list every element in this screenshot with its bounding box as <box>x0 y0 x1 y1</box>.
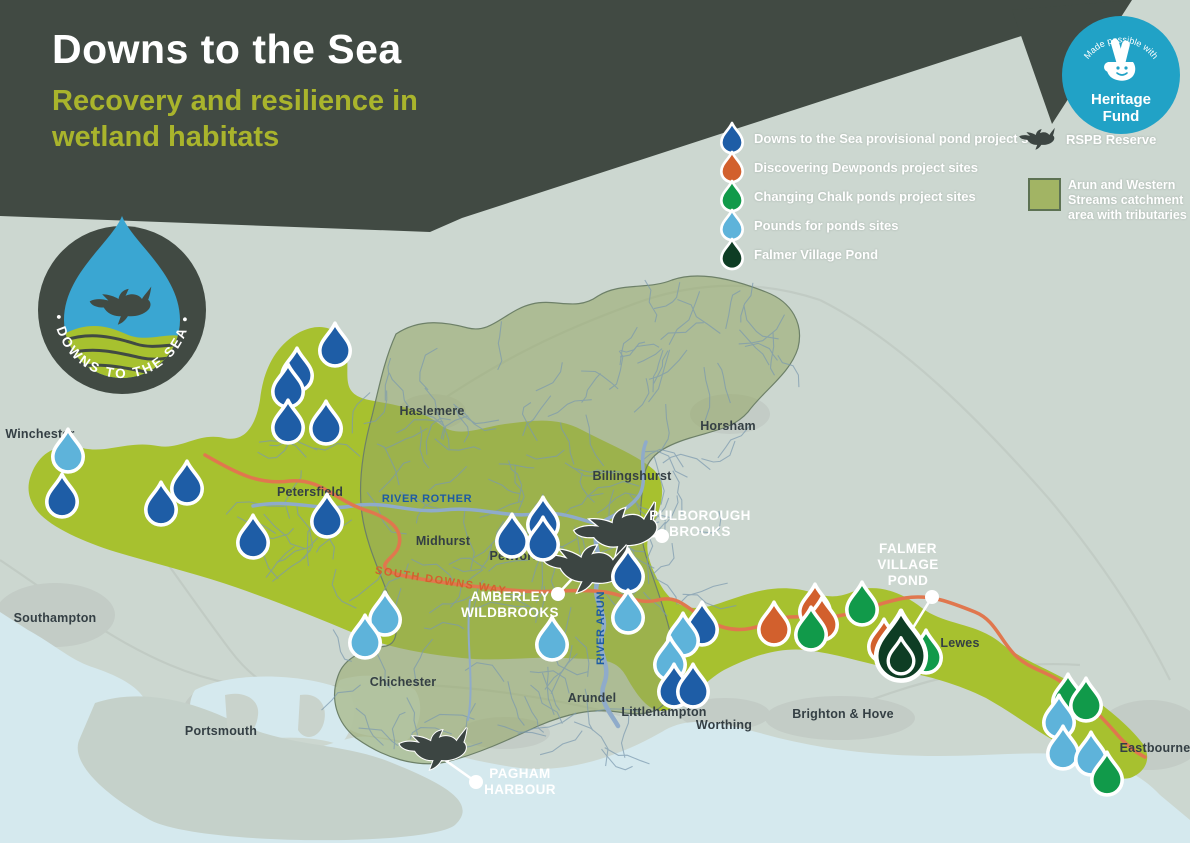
legend-label-falmer: Falmer Village Pond <box>754 247 879 262</box>
legend-label-provisional: Downs to the Sea provisional pond projec… <box>754 131 1051 146</box>
rspb-bird-icon <box>1019 127 1055 150</box>
pond-marker-provisional <box>169 459 205 506</box>
place-label: Littlehampton <box>621 705 707 719</box>
rspb-legend-label: RSPB Reserve <box>1066 131 1157 147</box>
pond-marker-provisional <box>44 472 80 519</box>
place-label: Chichester <box>369 675 437 689</box>
legend-label-dewponds: Discovering Dewponds project sites <box>754 160 978 175</box>
place-label: Eastbourne <box>1119 741 1190 755</box>
heritage-fund-logo: Made possible with Heritage Fund <box>1062 16 1180 134</box>
page-subtitle: Recovery and resilience in wetland habit… <box>52 85 418 154</box>
rspb-bird-marker <box>398 726 468 771</box>
legend-label-pounds: Pounds for ponds sites <box>754 218 899 233</box>
isle-of-wight <box>77 693 463 841</box>
site-label-amberley: AMBERLEY WILDBROOKS <box>461 589 559 620</box>
falmer-drop-icon <box>720 237 744 270</box>
legend-item-dewponds: Discovering Dewponds project sites <box>718 150 1051 183</box>
legend-label-chalk: Changing Chalk ponds project sites <box>754 189 976 204</box>
pond-marker-provisional <box>235 513 271 560</box>
site-label-falmer: FALMER VILLAGE POND <box>877 541 939 588</box>
place-label: Southampton <box>13 611 97 625</box>
legend-item-pounds: Pounds for ponds sites <box>718 208 1051 241</box>
place-label: Brighton & Hove <box>792 707 894 721</box>
pond-marker-provisional <box>494 512 530 559</box>
pond-marker-provisional <box>270 398 306 445</box>
place-label: Arundel <box>567 691 617 705</box>
crossed-fingers-icon <box>1104 38 1136 81</box>
pond-marker-provisional <box>308 399 344 446</box>
legend-item-provisional: Downs to the Sea provisional pond projec… <box>718 121 1051 154</box>
site-label-pulborough: PULBOROUGH BROOKS <box>649 508 751 539</box>
catchment-swatch <box>1028 178 1061 211</box>
river-label: RIVER ROTHER <box>381 493 473 505</box>
place-label: Horsham <box>700 419 756 433</box>
catchment-legend-label: Arun and Western Streams catchment area … <box>1068 178 1187 222</box>
place-label: Billingshurst <box>592 469 672 483</box>
legend-rspb: RSPB Reserve <box>1016 120 1156 158</box>
legend: Downs to the Sea provisional pond projec… <box>718 121 1051 270</box>
place-label: Midhurst <box>415 534 471 548</box>
place-label: Haslemere <box>399 404 465 418</box>
pond-marker-chalk <box>844 580 880 627</box>
pond-marker-provisional <box>309 492 345 539</box>
place-label: Lewes <box>940 636 980 650</box>
legend-item-chalk: Changing Chalk ponds project sites <box>718 179 1051 212</box>
place-label: Winchester <box>5 427 75 441</box>
legend-item-falmer: Falmer Village Pond <box>718 237 1051 270</box>
downs-to-the-sea-logo: • DOWNS TO THE SEA • <box>38 216 206 394</box>
title-block: Downs to the Sea Recovery and resilience… <box>52 26 418 156</box>
site-label-pagham: PAGHAM HARBOUR <box>484 766 556 797</box>
heritage-name-1: Heritage <box>1091 91 1151 108</box>
page-title: Downs to the Sea <box>52 26 402 72</box>
heritage-name-2: Fund <box>1103 108 1140 125</box>
legend-catchment: Arun and Western Streams catchment area … <box>1028 178 1190 222</box>
pond-marker-provisional <box>317 321 353 368</box>
pond-marker-pounds <box>534 615 570 662</box>
place-label: Portsmouth <box>184 724 258 738</box>
pond-marker-pounds <box>50 427 86 474</box>
place-label: Worthing <box>695 718 753 732</box>
pond-marker-pounds <box>610 588 646 635</box>
pond-marker-dewponds <box>756 600 792 647</box>
